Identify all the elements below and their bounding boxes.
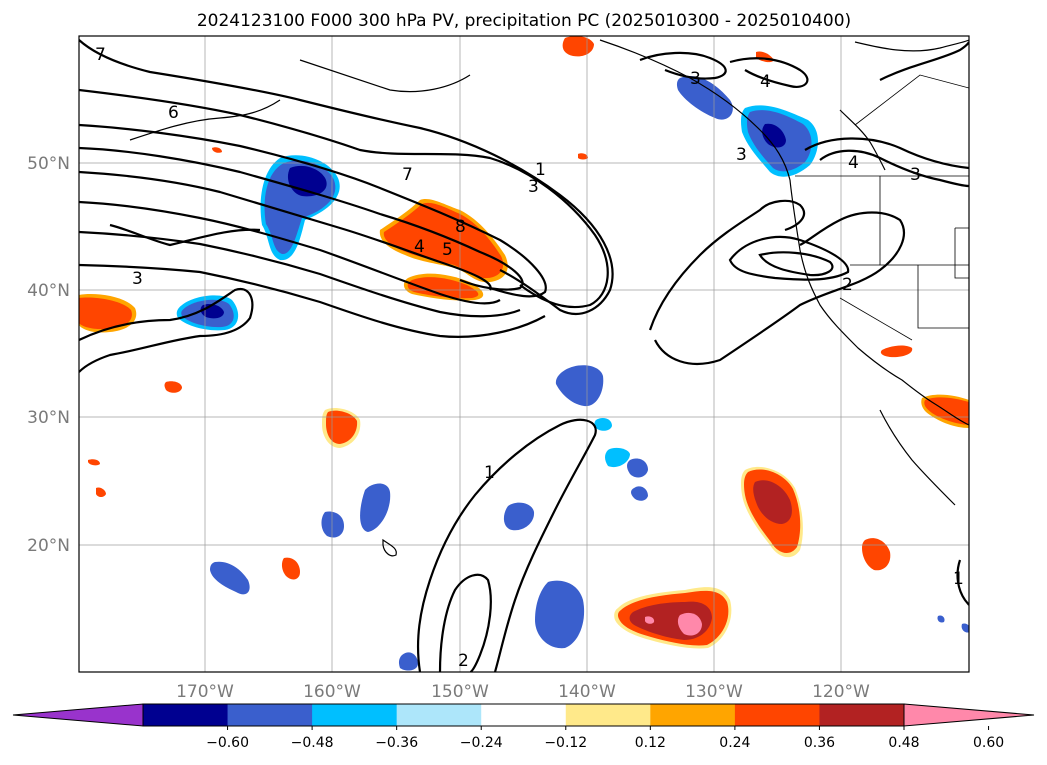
precip-negative-shading xyxy=(176,76,969,671)
contour-label: 2 xyxy=(458,651,469,671)
colorbar-tick-label: 0.12 xyxy=(635,735,666,751)
colorbar-bin xyxy=(565,704,651,726)
colorbar-bin xyxy=(396,704,482,726)
latitude-labels: 50°N 40°N 30°N 20°N xyxy=(27,154,70,556)
colorbar-tick-label: 0.60 xyxy=(973,735,1004,751)
colorbar-tick-label: −0.48 xyxy=(291,735,334,751)
contour-label: 1 xyxy=(953,569,964,589)
pv-contour-labels: 7 6 7 1 3 8 4 5 3 4 3 3 4 3 2 1 2 1 xyxy=(95,45,964,671)
lat-label: 50°N xyxy=(27,154,70,174)
contour-label: 6 xyxy=(168,103,179,123)
colorbar-tick-label: −0.36 xyxy=(375,735,418,751)
contour-label: 1 xyxy=(535,160,546,180)
colorbar-tick-label: 0.24 xyxy=(719,735,750,751)
contour-label: 5 xyxy=(442,240,453,260)
lon-label: 120°W xyxy=(812,682,870,702)
contour-label: 7 xyxy=(402,165,413,185)
colorbar-bin xyxy=(734,704,820,726)
colorbar: −0.60 −0.48 −0.36 −0.24 −0.12 0.12 0.24 0.36 0.4… xyxy=(12,703,1035,751)
lon-label: 160°W xyxy=(303,682,361,702)
precip-positive-shading xyxy=(79,36,969,649)
contour-label: 7 xyxy=(95,45,106,65)
contour-label: 4 xyxy=(760,72,771,92)
lon-label: 150°W xyxy=(431,682,489,702)
contour-label: 1 xyxy=(484,463,495,483)
graticule xyxy=(79,36,969,672)
lat-label: 20°N xyxy=(27,536,70,556)
coastlines xyxy=(129,39,969,557)
lon-label: 140°W xyxy=(558,682,616,702)
map-title: 2024123100 F000 300 hPa PV, precipitatio… xyxy=(197,11,851,31)
colorbar-tick-label: 0.48 xyxy=(888,735,919,751)
lon-label: 130°W xyxy=(685,682,743,702)
colorbar-bin xyxy=(819,704,905,726)
colorbar-tick-label: 0.36 xyxy=(804,735,835,751)
colorbar-outline xyxy=(142,703,905,727)
contour-label: 4 xyxy=(414,237,425,257)
borders xyxy=(795,74,969,341)
pv-contours xyxy=(79,39,969,672)
colorbar-bin xyxy=(227,704,313,726)
contour-label: 3 xyxy=(132,269,143,289)
map-frame xyxy=(78,35,970,673)
contour-label: 3 xyxy=(690,69,701,89)
longitude-labels: 170°W 160°W 150°W 140°W 130°W 120°W xyxy=(176,682,870,702)
colorbar-bin xyxy=(481,704,567,726)
contour-label: 2 xyxy=(842,275,853,295)
colorbar-bin xyxy=(650,704,736,726)
colorbar-bin xyxy=(312,704,398,726)
colorbar-extend-low xyxy=(12,703,144,727)
colorbar-tick-label: −0.60 xyxy=(206,735,249,751)
contour-label: 8 xyxy=(455,217,466,237)
lat-label: 30°N xyxy=(27,408,70,428)
colorbar-extend-high xyxy=(903,703,1035,727)
lon-label: 170°W xyxy=(176,682,234,702)
lat-label: 40°N xyxy=(27,281,70,301)
colorbar-tick-label: −0.12 xyxy=(544,735,587,751)
contour-label: 3 xyxy=(736,145,747,165)
colorbar-bin xyxy=(143,704,229,726)
contour-label: 3 xyxy=(528,177,539,197)
contour-label: 4 xyxy=(848,153,859,173)
contour-label: 3 xyxy=(910,165,921,185)
colorbar-tick-label: −0.24 xyxy=(460,735,503,751)
